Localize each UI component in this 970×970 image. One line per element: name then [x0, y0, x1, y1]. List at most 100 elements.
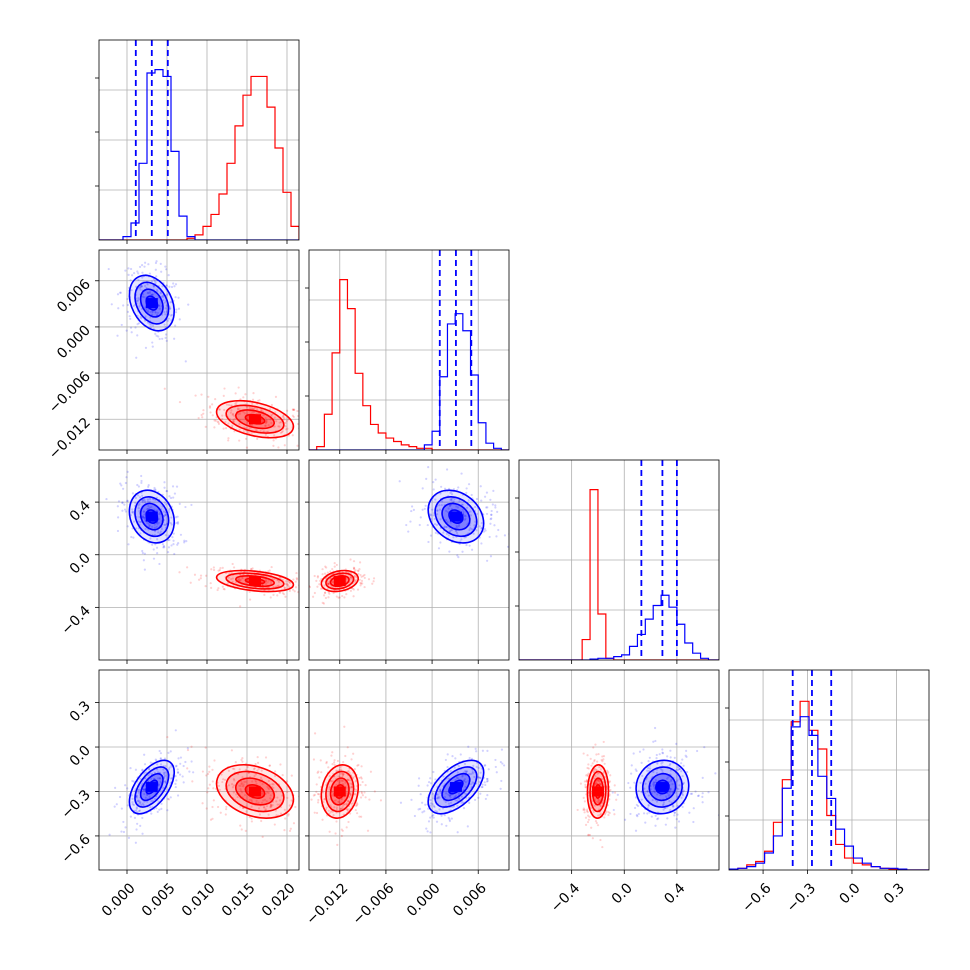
panel-frame [728, 669, 930, 871]
scatter-point-series_b [201, 416, 204, 419]
scatter-point-series_b [286, 790, 289, 794]
panel-content [309, 460, 509, 660]
scatter-point-series_b [217, 422, 221, 425]
scatter-point-series_a [432, 488, 435, 491]
scatter-point-series_a [136, 323, 139, 326]
scatter-point-series_a [113, 805, 116, 808]
scatter-point-series_a [144, 796, 147, 799]
scatter-point-series_b [218, 408, 221, 411]
scatter-point-series_b [295, 577, 298, 580]
scatter-point-series_b [587, 834, 590, 837]
scatter-point-series_b [609, 774, 612, 777]
scatter-point-series_a [468, 528, 471, 532]
scatter-point-series_b [266, 791, 269, 794]
scatter-point-series_a [478, 776, 482, 779]
scatter-point-series_a [173, 285, 176, 288]
scatter-point-series_a [155, 509, 158, 512]
scatter-point-series_b [352, 567, 356, 571]
scatter-point-series_b [352, 560, 356, 563]
scatter-point-series_b [223, 408, 226, 412]
scatter-point-series_a [468, 756, 471, 760]
scatter-point-series_a [685, 755, 688, 758]
scatter-point-series_b [342, 761, 345, 764]
scatter-point-series_b [360, 777, 363, 780]
scatter-point-series_a [431, 803, 434, 806]
scatter-point-series_b [346, 799, 349, 803]
scatter-point-series_b [284, 425, 287, 428]
scatter-point-series_a [633, 781, 636, 784]
scatter-point-series_b [312, 758, 316, 761]
scatter-point-series_b [238, 428, 241, 431]
scatter-point-series_b [219, 811, 222, 814]
scatter-point-series_a [682, 764, 685, 767]
scatter-point-series_b [597, 798, 600, 802]
scatter-point-series_a [444, 800, 447, 804]
panel-content [99, 460, 299, 660]
scatter-point-series_b [347, 800, 350, 803]
scatter-point-series_b [360, 792, 364, 795]
scatter-point-series_b [286, 583, 289, 587]
scatter-point-series_a [446, 521, 449, 524]
scatter-point-series_a [148, 272, 151, 275]
scatter-point-series_a [417, 784, 420, 787]
scatter-point-series_a [120, 830, 123, 833]
scatter-point-series_a [137, 507, 140, 510]
scatter-point-series_b [293, 408, 296, 411]
scatter-point-series_a [447, 802, 451, 805]
scatter-point-series_a [507, 545, 509, 548]
scatter-point-series_a [443, 525, 446, 528]
scatter-point-series_a [469, 510, 472, 513]
scatter-point-series_a [443, 795, 447, 799]
scatter-point-series_a [457, 777, 460, 780]
scatter-point-series_b [278, 421, 281, 424]
scatter-point-series_b [273, 823, 276, 826]
scatter-point-series_b [246, 765, 249, 769]
scatter-point-series_a [450, 497, 453, 500]
scatter-point-series_b [359, 573, 362, 577]
scatter-point-series_a [159, 763, 163, 766]
scatter-point-series_b [335, 808, 338, 811]
scatter-point-series_a [126, 297, 129, 301]
scatter-point-series_b [262, 430, 266, 433]
scatter-point-series_b [231, 413, 234, 416]
scatter-point-series_a [176, 515, 179, 518]
scatter-point-series_a [479, 776, 482, 780]
scatter-point-series_a [465, 487, 468, 490]
scatter-point-series_b [236, 795, 239, 799]
scatter-point-series_a [139, 777, 142, 780]
scatter-point-series_a [452, 488, 456, 491]
scatter-point-series_a [669, 787, 672, 791]
scatter-point-series_b [261, 782, 264, 786]
scatter-point-series_b [224, 420, 227, 424]
scatter-point-series_b [583, 780, 586, 783]
scatter-point-series_b [334, 799, 337, 802]
scatter-point-series_b [186, 566, 189, 569]
scatter-point-series_a [438, 508, 442, 511]
scatter-point-series_a [470, 548, 474, 551]
scatter-point-series_a [168, 538, 171, 542]
scatter-point-series_b [255, 799, 258, 803]
scatter-point-series_b [585, 774, 588, 777]
scatter-point-series_a [154, 311, 157, 314]
scatter-point-series_a [162, 771, 166, 774]
scatter-point-series_b [260, 769, 263, 772]
scatter-point-series_b [343, 725, 346, 728]
y-tick-label: 0.0 [67, 550, 94, 577]
scatter-point-series_a [680, 770, 683, 773]
scatter-point-series_a [172, 543, 175, 546]
scatter-point-series_a [646, 790, 649, 793]
scatter-point-series_a [147, 504, 150, 508]
scatter-point-series_b [212, 787, 215, 790]
scatter-point-series_b [599, 812, 603, 815]
density-peak-series_a [145, 782, 158, 793]
scatter-point-series_b [267, 586, 270, 589]
scatter-point-series_a [161, 296, 164, 299]
scatter-point-series_a [449, 491, 452, 494]
scatter-point-series_b [236, 407, 240, 410]
scatter-point-series_a [490, 513, 493, 516]
scatter-point-series_b [599, 782, 602, 785]
scatter-point-series_a [423, 810, 426, 813]
scatter-point-series_a [497, 528, 500, 532]
scatter-point-series_b [279, 591, 282, 594]
scatter-point-series_b [163, 387, 166, 390]
